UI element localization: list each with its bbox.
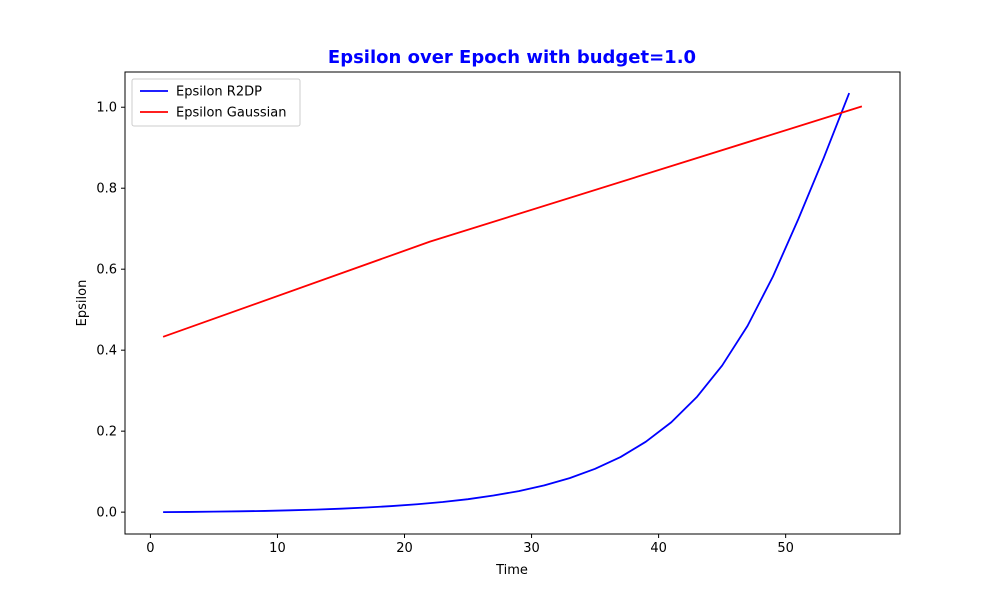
x-tick-label: 20 xyxy=(396,541,413,556)
y-tick-label: 0.4 xyxy=(96,344,117,359)
y-tick-label: 0.2 xyxy=(96,425,117,440)
series-line-0 xyxy=(163,92,851,514)
chart-title: Epsilon over Epoch with budget=1.0 xyxy=(328,47,696,68)
x-axis-label: Time xyxy=(495,563,528,578)
legend-label: Epsilon R2DP xyxy=(176,85,262,100)
y-tick-label: 0.6 xyxy=(96,263,117,278)
y-tick-label: 1.0 xyxy=(96,101,117,116)
legend-box xyxy=(131,78,301,127)
legend-label: Epsilon Gaussian xyxy=(176,106,286,121)
plot-frame xyxy=(124,71,901,535)
x-tick-label: 10 xyxy=(269,541,286,556)
x-tick-label: 30 xyxy=(523,541,540,556)
y-axis-ticks: 0.0 0.2 0.4 0.6 0.8 1.0 xyxy=(96,101,125,521)
series-layer xyxy=(162,92,863,514)
legend: Epsilon R2DP Epsilon Gaussian xyxy=(131,78,301,127)
x-tick-label: 50 xyxy=(777,541,794,556)
y-axis-label: Epsilon xyxy=(75,280,90,327)
y-tick-label: 0.0 xyxy=(96,506,117,521)
x-axis-ticks: 0 10 20 30 40 50 xyxy=(146,534,794,556)
x-tick-label: 40 xyxy=(650,541,667,556)
x-tick-label: 0 xyxy=(146,541,154,556)
y-tick-label: 0.8 xyxy=(96,182,117,197)
series-line-1 xyxy=(162,105,863,338)
